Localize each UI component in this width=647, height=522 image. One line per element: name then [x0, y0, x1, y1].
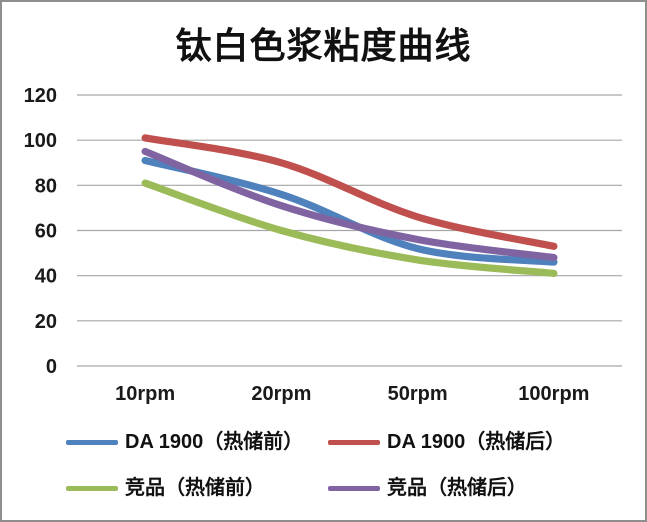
x-axis-tick-label: 10rpm: [115, 383, 175, 405]
legend-label: 竞品（热储前）: [125, 477, 265, 499]
legend-item: 竞品（热储后）: [328, 476, 606, 500]
y-axis-tick-label: 40: [35, 266, 57, 288]
chart-title: 钛白色浆粘度曲线: [175, 26, 472, 66]
y-axis-tick-label: 60: [35, 221, 57, 243]
legend-item: 竞品（热储前）: [66, 476, 328, 500]
legend-swatch: [66, 485, 118, 491]
legend: DA 1900（热储前） DA 1900（热储后） 竞品（热储前） 竞品（热储后）: [66, 430, 606, 500]
legend-label: DA 1900（热储前）: [125, 431, 304, 453]
legend-swatch: [328, 439, 380, 445]
series-line-2: [141, 134, 558, 250]
legend-label: DA 1900（热储后）: [387, 431, 566, 453]
legend-swatch: [328, 485, 380, 491]
y-axis-tick-label: 0: [46, 356, 57, 378]
y-axis-tick-label: 20: [35, 311, 57, 333]
series-line-4: [141, 147, 558, 262]
y-axis-tick-label: 100: [24, 130, 57, 152]
legend-swatch: [66, 439, 118, 445]
legend-item: DA 1900（热储前）: [66, 430, 328, 454]
x-axis-tick-label: 20rpm: [251, 383, 311, 405]
x-axis-tick-label: 50rpm: [388, 383, 448, 405]
y-axis-tick-label: 80: [35, 175, 57, 197]
series-line-3: [141, 179, 558, 277]
y-axis-tick-label: 120: [24, 85, 57, 107]
legend-item: DA 1900（热储后）: [328, 430, 606, 454]
x-axis-tick-label: 100rpm: [518, 383, 589, 405]
legend-label: 竞品（热储后）: [387, 477, 527, 499]
